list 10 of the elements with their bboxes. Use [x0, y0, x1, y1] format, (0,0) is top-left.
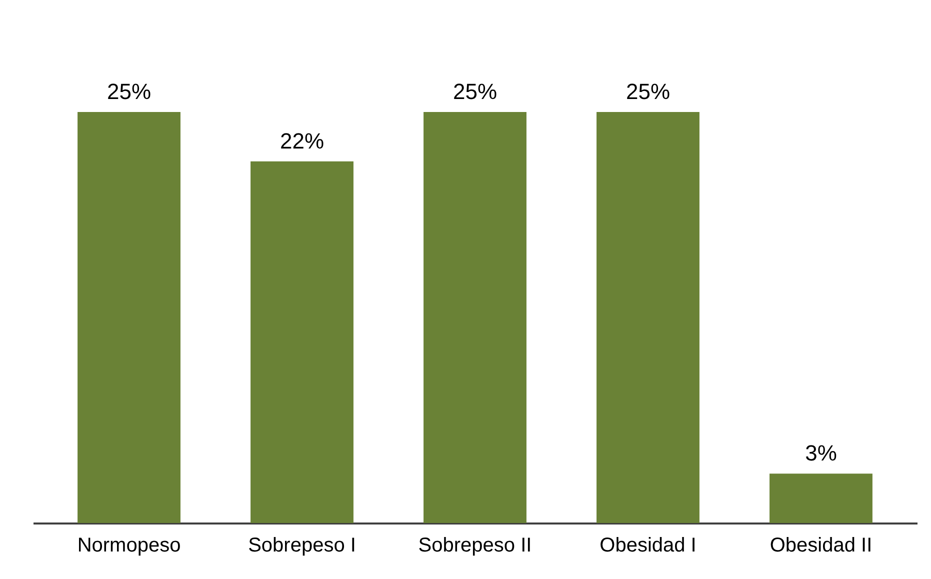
- x-tick-label: Obesidad II: [770, 534, 872, 556]
- x-tick-label: Normopeso: [77, 534, 181, 556]
- x-tick-label: Sobrepeso I: [248, 534, 356, 556]
- data-label: 25%: [626, 79, 670, 104]
- data-label: 22%: [280, 128, 324, 154]
- data-label: 25%: [106, 79, 152, 104]
- x-tick-label: Obesidad I: [600, 534, 696, 556]
- x-tick-label: Sobrepeso II: [418, 534, 532, 556]
- data-label: 25%: [452, 79, 498, 104]
- data-label: 3%: [805, 440, 837, 466]
